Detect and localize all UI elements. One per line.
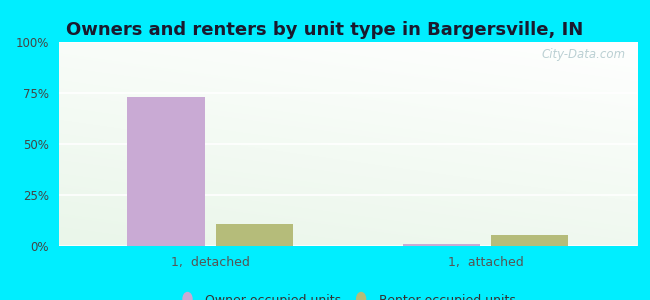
Bar	[491, 235, 568, 246]
Bar	[127, 97, 205, 246]
Bar	[403, 244, 480, 246]
Text: City-Data.com: City-Data.com	[541, 48, 625, 61]
Bar	[216, 224, 292, 246]
Legend: Owner occupied units, Renter occupied units: Owner occupied units, Renter occupied un…	[175, 289, 521, 300]
Text: Owners and renters by unit type in Bargersville, IN: Owners and renters by unit type in Barge…	[66, 21, 584, 39]
